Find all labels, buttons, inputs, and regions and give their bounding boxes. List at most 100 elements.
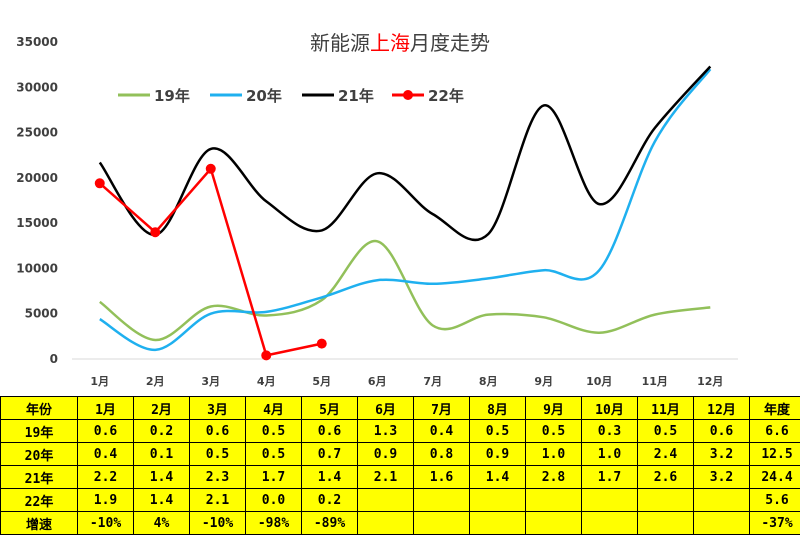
table-cell: 2.1 (190, 489, 246, 512)
table-cell: -10% (78, 512, 134, 535)
table-cell: 2月 (134, 397, 190, 420)
table-cell (694, 512, 750, 535)
legend-label: 21年 (338, 87, 374, 105)
table-cell: 2.2 (78, 466, 134, 489)
table-cell: 5.6 (750, 489, 800, 512)
table-cell (358, 489, 414, 512)
table-cell: 2.1 (358, 466, 414, 489)
table-cell: 4% (134, 512, 190, 535)
table-cell: 0.4 (78, 443, 134, 466)
table-cell (470, 512, 526, 535)
table-cell: 0.6 (694, 420, 750, 443)
table-cell: 0.6 (78, 420, 134, 443)
table-cell: 1.4 (470, 466, 526, 489)
table-cell (582, 512, 638, 535)
table-cell: 年度 (750, 397, 800, 420)
table-cell: 1.4 (302, 466, 358, 489)
table-cell: 0.2 (302, 489, 358, 512)
table-cell: 0.5 (246, 420, 302, 443)
table-cell (470, 489, 526, 512)
x-tick-label: 4月 (257, 375, 276, 388)
y-tick-label: 20000 (16, 171, 58, 185)
line-chart: 新能源上海月度走势0500010000150002000025000300003… (0, 0, 800, 395)
series-point (317, 339, 327, 349)
table-cell: 1月 (78, 397, 134, 420)
table-cell: 0.7 (302, 443, 358, 466)
series-point (206, 164, 216, 174)
table-row-label: 增速 (1, 512, 78, 535)
x-tick-label: 11月 (642, 375, 668, 388)
x-tick-label: 10月 (586, 375, 612, 388)
table-cell: 9月 (526, 397, 582, 420)
legend-marker (403, 90, 413, 100)
table-cell: 10月 (582, 397, 638, 420)
chart-title-part: 新能源 (310, 31, 370, 55)
table-cell: 1.4 (134, 489, 190, 512)
table-cell: 1.4 (134, 466, 190, 489)
table-cell: 0.5 (470, 420, 526, 443)
x-tick-label: 9月 (534, 375, 553, 388)
table-cell: 3.2 (694, 466, 750, 489)
series-line (100, 169, 322, 356)
table-cell: 0.5 (246, 443, 302, 466)
table-cell: 0.8 (414, 443, 470, 466)
table-cell: 0.3 (582, 420, 638, 443)
table-cell: 2.3 (190, 466, 246, 489)
series-point (95, 178, 105, 188)
table-cell: -89% (302, 512, 358, 535)
table-row-label: 19年 (1, 420, 78, 443)
table-cell: 4月 (246, 397, 302, 420)
table-row-label: 22年 (1, 489, 78, 512)
table-cell: 7月 (414, 397, 470, 420)
table-cell: 24.4 (750, 466, 800, 489)
x-tick-label: 5月 (312, 375, 331, 388)
series-line (100, 69, 711, 350)
x-tick-label: 1月 (90, 375, 109, 388)
table-cell: 2.6 (638, 466, 694, 489)
table-cell: -98% (246, 512, 302, 535)
table-cell: 0.6 (302, 420, 358, 443)
table-cell: 2.8 (526, 466, 582, 489)
table-cell (358, 512, 414, 535)
table-row-label: 年份 (1, 397, 78, 420)
chart-title: 新能源上海月度走势 (310, 31, 490, 55)
table-cell (694, 489, 750, 512)
chart-title-part: 上海 (370, 31, 410, 55)
table-cell (638, 489, 694, 512)
table-cell: 1.3 (358, 420, 414, 443)
legend-label: 20年 (246, 87, 282, 105)
table-cell: 0.6 (190, 420, 246, 443)
table-cell: -10% (190, 512, 246, 535)
table-row-label: 20年 (1, 443, 78, 466)
table-cell: 0.9 (358, 443, 414, 466)
table-cell: 11月 (638, 397, 694, 420)
y-tick-label: 0 (50, 352, 58, 366)
x-tick-label: 7月 (423, 375, 442, 388)
table-cell: 1.0 (582, 443, 638, 466)
y-tick-label: 5000 (25, 307, 58, 321)
legend-label: 19年 (154, 87, 190, 105)
x-tick-label: 12月 (697, 375, 723, 388)
table-row-label: 21年 (1, 466, 78, 489)
table-cell: 0.5 (638, 420, 694, 443)
table-cell: 5月 (302, 397, 358, 420)
x-tick-label: 3月 (201, 375, 220, 388)
y-tick-label: 15000 (16, 216, 58, 230)
table-cell: 0.0 (246, 489, 302, 512)
table-cell: 0.2 (134, 420, 190, 443)
table-cell: 12月 (694, 397, 750, 420)
table-cell: 0.1 (134, 443, 190, 466)
table-cell: 1.7 (246, 466, 302, 489)
x-tick-label: 2月 (146, 375, 165, 388)
table-cell (414, 489, 470, 512)
table-cell: -37% (750, 512, 800, 535)
y-tick-label: 35000 (16, 35, 58, 49)
table-cell: 1.6 (414, 466, 470, 489)
table-cell (526, 512, 582, 535)
table-cell: 12.5 (750, 443, 800, 466)
